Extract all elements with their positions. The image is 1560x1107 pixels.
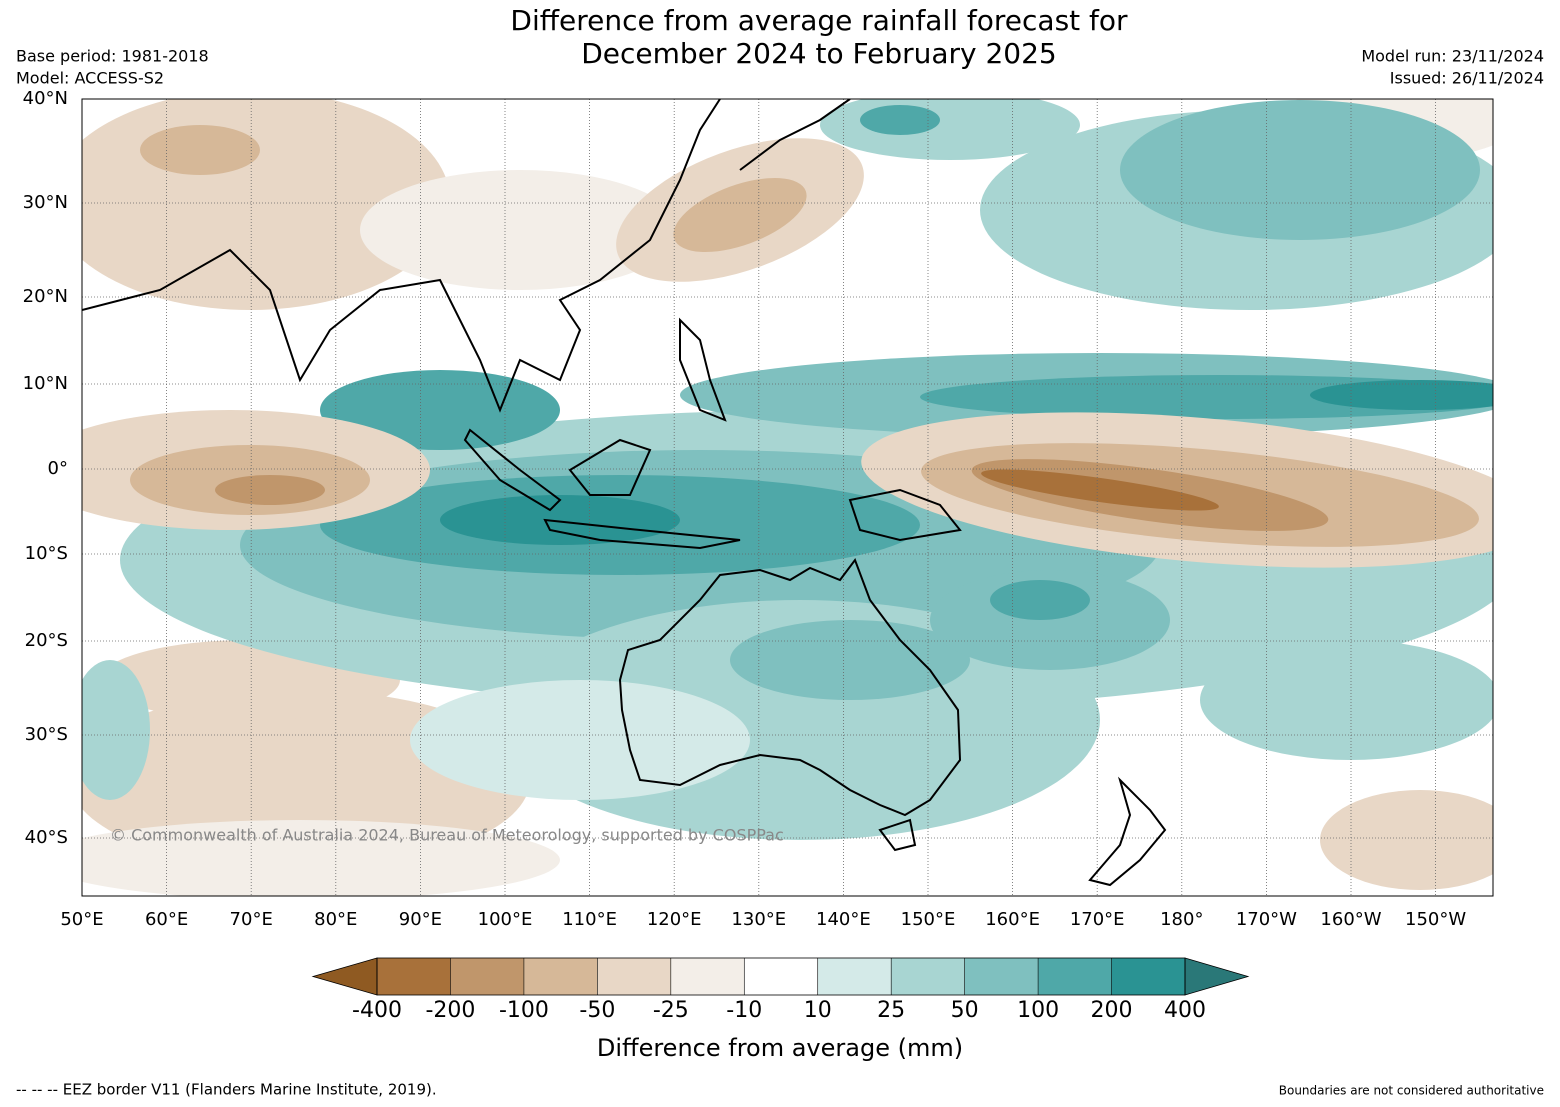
japan-coast xyxy=(739,99,851,171)
title: Difference from average rainfall forecas… xyxy=(510,4,1128,37)
anomaly-area xyxy=(730,620,970,700)
colorbar-swatch xyxy=(1111,958,1185,995)
lat-label: 0° xyxy=(48,458,68,479)
colorbar-tick-label: 400 xyxy=(1164,998,1206,1023)
anomaly-area xyxy=(930,570,1170,670)
anomaly-area xyxy=(440,495,680,545)
colorbar-swatch xyxy=(1038,958,1112,995)
graticule xyxy=(82,99,1493,896)
new-zealand-coast xyxy=(1088,776,1167,887)
base-period: Base period: 1981-2018 xyxy=(16,47,209,66)
colorbar-tick-label: 10 xyxy=(804,998,832,1023)
map-frame xyxy=(81,98,1494,897)
lon-label: 100°E xyxy=(478,909,533,930)
lat-label: 30°S xyxy=(25,724,68,745)
colorbar-tick-label: -25 xyxy=(653,998,689,1023)
anomaly-area xyxy=(1310,380,1493,410)
lon-label: 170°E xyxy=(1070,909,1125,930)
lon-label: 80°E xyxy=(314,909,357,930)
axis-labels: 40°N 30°N 20°N 10°N 0° 10°S 20°S 30°S 40°S 50°E 60… xyxy=(23,88,1467,930)
lon-label: 50°E xyxy=(60,909,103,930)
colorbar-swatch xyxy=(450,958,524,995)
lon-label: 150°W xyxy=(1405,909,1466,930)
colorbar-swatch xyxy=(670,958,745,995)
anomaly-area xyxy=(673,178,807,252)
anomaly-area xyxy=(990,580,1090,620)
lon-label: 110°E xyxy=(562,909,617,930)
anomaly-area xyxy=(82,820,560,896)
lon-label: 140°E xyxy=(816,909,871,930)
anomaly-area xyxy=(1200,640,1493,760)
colorbar-tick-label: 200 xyxy=(1091,998,1133,1023)
anomaly-area xyxy=(981,469,1219,511)
lon-label: 160°E xyxy=(985,909,1040,930)
lon-label: 90°E xyxy=(399,909,442,930)
colorbar-tick-label: -400 xyxy=(352,998,402,1023)
colorbar-swatch xyxy=(377,958,451,995)
anomaly-area xyxy=(860,105,940,135)
lat-label: 10°N xyxy=(23,373,68,394)
lat-label: 20°N xyxy=(23,286,68,307)
colorbar-tick-label: -50 xyxy=(579,998,615,1023)
colorbar-tick-label: -100 xyxy=(499,998,549,1023)
colorbar-tick-label: 50 xyxy=(951,998,979,1023)
boundaries-note: Boundaries are not considered authoritat… xyxy=(1279,1084,1544,1098)
colorbar: -400 -200 -100 -50 -25 -10 10 25 50 100 200 400 xyxy=(311,957,1250,1023)
anomaly-area xyxy=(410,680,750,800)
lon-label: 150°E xyxy=(901,909,956,930)
anomaly-area xyxy=(82,660,150,800)
model-run: Model run: 23/11/2024 xyxy=(1361,47,1544,66)
colorbar-tick-label: 100 xyxy=(1017,998,1059,1023)
colorbar-tick-label: -10 xyxy=(726,998,762,1023)
colorbar-label: Difference from average (mm) xyxy=(597,1034,963,1062)
copyright: © Commonwealth of Australia 2024, Bureau… xyxy=(110,826,784,845)
lat-label: 40°S xyxy=(25,827,68,848)
lon-label: 180° xyxy=(1160,909,1203,930)
new-guinea-coast xyxy=(848,488,962,542)
lat-label: 10°S xyxy=(25,543,68,564)
anomaly-area xyxy=(820,99,1080,160)
lat-label: 30°N xyxy=(23,192,68,213)
anomaly-area xyxy=(320,370,560,450)
lat-label: 20°S xyxy=(25,630,68,651)
lon-label: 60°E xyxy=(145,909,188,930)
tasmania-coast xyxy=(878,818,917,852)
model: Model: ACCESS-S2 xyxy=(16,69,164,88)
colorbar-swatch xyxy=(523,958,598,995)
colorbar-tick-label: -200 xyxy=(425,998,475,1023)
indonesia-coast xyxy=(463,428,741,550)
anomaly-area xyxy=(215,475,325,505)
lon-label: 170°W xyxy=(1236,909,1297,930)
asia-coast xyxy=(82,99,721,413)
title: December 2024 to February 2025 xyxy=(581,37,1057,70)
colorbar-extend-high xyxy=(1184,957,1250,996)
anomaly-area xyxy=(360,170,680,290)
colorbar-swatch xyxy=(964,958,1039,995)
anomaly-area xyxy=(1120,100,1480,240)
colorbar-swatch xyxy=(744,958,818,995)
lon-label: 130°E xyxy=(731,909,786,930)
lat-label: 40°N xyxy=(23,88,68,109)
anomaly-area xyxy=(140,125,260,175)
eez-note: -- -- -- EEZ border V11 (Flanders Marine… xyxy=(16,1081,437,1099)
issued: Issued: 26/11/2024 xyxy=(1390,69,1544,88)
philippines-coast xyxy=(679,317,727,422)
australia-coast xyxy=(618,557,962,817)
colorbar-extend-low xyxy=(311,957,378,996)
colorbar-tick-label: 25 xyxy=(877,998,905,1023)
colorbar-swatch xyxy=(597,958,671,995)
anomaly-fields xyxy=(82,99,1493,896)
lon-label: 160°W xyxy=(1320,909,1381,930)
lon-label: 120°E xyxy=(647,909,702,930)
colorbar-swatch xyxy=(891,958,965,995)
anomaly-area xyxy=(1320,790,1493,890)
colorbar-swatch xyxy=(817,958,892,995)
lon-label: 70°E xyxy=(230,909,273,930)
map: © Commonwealth of Australia 2024, Bureau… xyxy=(82,99,1493,896)
